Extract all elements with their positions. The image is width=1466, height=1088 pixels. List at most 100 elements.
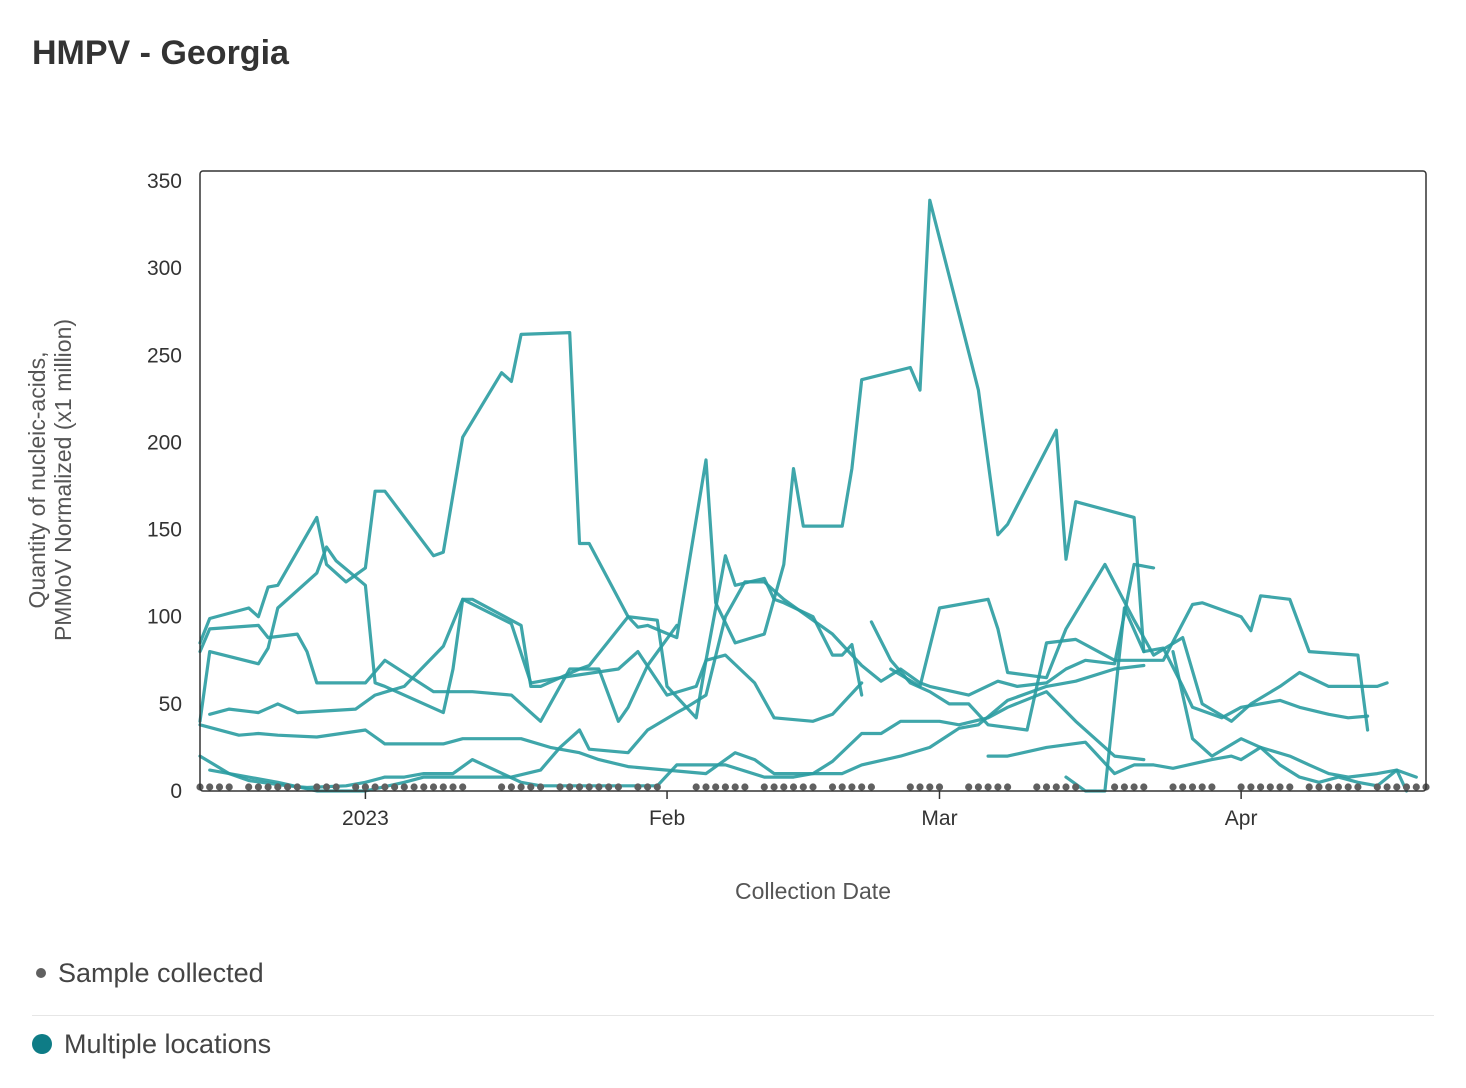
sample-dot[interactable]: [867, 783, 876, 791]
sample-dot[interactable]: [809, 783, 817, 791]
sample-dot[interactable]: [332, 783, 340, 791]
sample-dot[interactable]: [225, 783, 233, 791]
sample-dot[interactable]: [1188, 783, 1197, 791]
series-line-12[interactable]: [1171, 649, 1418, 788]
sample-dot[interactable]: [605, 783, 613, 791]
sample-dot[interactable]: [906, 783, 914, 791]
legend-item-sample-collected[interactable]: Sample collected: [32, 945, 1434, 1001]
series-line-4[interactable]: [208, 597, 864, 723]
sample-dot[interactable]: [449, 783, 457, 791]
sample-dot[interactable]: [935, 783, 944, 791]
sample-dot[interactable]: [702, 783, 710, 791]
sample-dot[interactable]: [1276, 783, 1284, 791]
sample-dot[interactable]: [1179, 783, 1187, 791]
sample-dot[interactable]: [1072, 783, 1080, 791]
sample-dot[interactable]: [575, 783, 584, 791]
sample-dot[interactable]: [1325, 783, 1333, 791]
series-line-2[interactable]: [198, 623, 679, 723]
sample-dot[interactable]: [760, 783, 768, 791]
sample-dot[interactable]: [410, 783, 418, 791]
sample-dot[interactable]: [313, 783, 321, 791]
sample-dot[interactable]: [634, 783, 642, 791]
sample-dot[interactable]: [322, 783, 331, 791]
sample-dot[interactable]: [653, 783, 661, 791]
sample-dot[interactable]: [215, 783, 224, 791]
sample-dot[interactable]: [1042, 783, 1051, 791]
sample-dot[interactable]: [361, 783, 369, 791]
sample-dot[interactable]: [799, 783, 807, 791]
sample-dot[interactable]: [507, 783, 515, 791]
legend-item-multiple-locations[interactable]: Multiple locations: [32, 1015, 1434, 1072]
sample-dot[interactable]: [780, 783, 788, 791]
sample-dot[interactable]: [1237, 783, 1245, 791]
sample-dot[interactable]: [371, 783, 379, 791]
series-line-8[interactable]: [869, 594, 1370, 732]
sample-dot[interactable]: [858, 783, 866, 791]
sample-dot[interactable]: [770, 783, 778, 791]
sample-dot[interactable]: [741, 783, 749, 791]
sample-dot[interactable]: [1140, 783, 1148, 791]
sample-dot[interactable]: [1373, 783, 1381, 791]
sample-dot[interactable]: [789, 783, 798, 791]
sample-dot[interactable]: [537, 783, 545, 791]
sample-dot[interactable]: [1111, 783, 1119, 791]
sample-dot[interactable]: [1052, 783, 1060, 791]
sample-dot[interactable]: [1412, 783, 1420, 791]
sample-dot[interactable]: [926, 783, 934, 791]
sample-dot[interactable]: [994, 783, 1002, 791]
sample-dot[interactable]: [838, 783, 846, 791]
sample-dot[interactable]: [284, 783, 292, 791]
sample-dot[interactable]: [1169, 783, 1177, 791]
sample-dot[interactable]: [420, 783, 428, 791]
series-line-5[interactable]: [198, 663, 1146, 776]
sample-dot[interactable]: [293, 783, 301, 791]
sample-dot[interactable]: [352, 783, 360, 791]
sample-dot[interactable]: [721, 783, 730, 791]
sample-dot[interactable]: [556, 783, 564, 791]
sample-dot[interactable]: [1257, 783, 1265, 791]
sample-dot[interactable]: [1334, 783, 1342, 791]
sample-dot[interactable]: [644, 783, 652, 791]
sample-dot[interactable]: [614, 783, 623, 791]
sample-dot[interactable]: [274, 783, 282, 791]
sample-dot[interactable]: [828, 783, 837, 791]
sample-dot[interactable]: [1033, 783, 1041, 791]
sample-dot[interactable]: [731, 783, 739, 791]
sample-dot[interactable]: [1305, 783, 1313, 791]
sample-dot[interactable]: [1120, 783, 1128, 791]
series-line-7[interactable]: [208, 562, 1156, 793]
sample-dot[interactable]: [206, 783, 214, 791]
sample-dot[interactable]: [1004, 783, 1012, 791]
sample-dot[interactable]: [517, 783, 525, 791]
sample-dot[interactable]: [1286, 783, 1294, 791]
sample-dot[interactable]: [439, 783, 447, 791]
sample-dot[interactable]: [984, 783, 992, 791]
sample-dot[interactable]: [1198, 783, 1206, 791]
sample-dot[interactable]: [1344, 783, 1352, 791]
series-line-10[interactable]: [986, 740, 1409, 793]
series-line-3[interactable]: [198, 198, 1146, 654]
sample-dot[interactable]: [400, 783, 408, 791]
series-line-11[interactable]: [1064, 606, 1370, 793]
sample-dot[interactable]: [498, 783, 506, 791]
sample-dot[interactable]: [1062, 783, 1070, 791]
sample-dot[interactable]: [459, 783, 467, 791]
sample-dot[interactable]: [1354, 783, 1362, 791]
sample-dot[interactable]: [264, 783, 272, 791]
sample-dot[interactable]: [527, 783, 535, 791]
sample-dot[interactable]: [1130, 783, 1138, 791]
sample-dot[interactable]: [1315, 783, 1323, 791]
sample-dot[interactable]: [391, 783, 399, 791]
series-line-9[interactable]: [889, 562, 1389, 723]
sample-dot[interactable]: [566, 783, 574, 791]
sample-dot[interactable]: [848, 783, 856, 791]
sample-dot[interactable]: [916, 783, 924, 791]
sample-dot[interactable]: [254, 783, 262, 791]
sample-dot[interactable]: [1266, 783, 1274, 791]
sample-dot[interactable]: [974, 783, 983, 791]
sample-dot[interactable]: [1402, 783, 1411, 791]
sample-dot[interactable]: [1247, 783, 1255, 791]
sample-dot[interactable]: [585, 783, 593, 791]
sample-dot[interactable]: [1208, 783, 1216, 791]
sample-dot[interactable]: [1393, 783, 1401, 791]
